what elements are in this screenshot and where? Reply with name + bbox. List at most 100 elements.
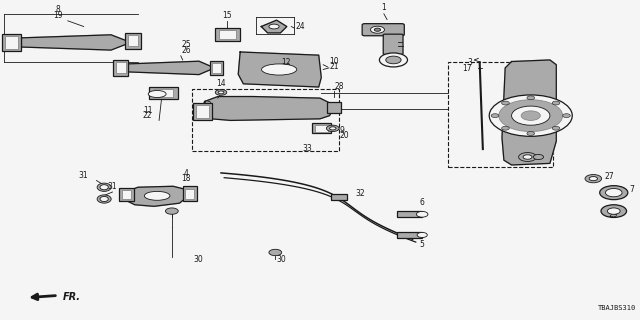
Text: 5: 5	[420, 240, 424, 249]
Text: 28: 28	[335, 82, 344, 91]
Polygon shape	[125, 186, 189, 206]
Text: 30: 30	[194, 255, 204, 264]
Circle shape	[330, 127, 336, 130]
Circle shape	[585, 174, 602, 183]
Circle shape	[326, 125, 339, 132]
Text: 26: 26	[181, 46, 191, 55]
Ellipse shape	[100, 196, 108, 202]
Circle shape	[552, 126, 560, 130]
Text: 8: 8	[56, 5, 61, 14]
Circle shape	[518, 153, 536, 162]
Circle shape	[511, 106, 550, 125]
Circle shape	[589, 177, 598, 181]
FancyBboxPatch shape	[210, 61, 223, 75]
Circle shape	[417, 212, 428, 217]
Polygon shape	[22, 35, 127, 50]
FancyBboxPatch shape	[315, 125, 328, 132]
Circle shape	[533, 155, 543, 160]
FancyBboxPatch shape	[397, 232, 422, 238]
Polygon shape	[238, 52, 321, 87]
Circle shape	[607, 208, 620, 214]
FancyBboxPatch shape	[6, 36, 19, 49]
Polygon shape	[261, 20, 287, 33]
FancyBboxPatch shape	[122, 190, 131, 199]
Circle shape	[386, 56, 401, 64]
Circle shape	[527, 132, 534, 135]
FancyBboxPatch shape	[129, 35, 138, 46]
Ellipse shape	[269, 24, 279, 29]
Circle shape	[491, 114, 499, 117]
Ellipse shape	[148, 91, 166, 98]
Circle shape	[601, 205, 627, 218]
FancyBboxPatch shape	[3, 34, 22, 51]
Polygon shape	[202, 97, 333, 120]
Circle shape	[521, 111, 540, 120]
FancyBboxPatch shape	[215, 28, 239, 41]
FancyBboxPatch shape	[182, 187, 196, 201]
Text: TBAJBS310: TBAJBS310	[598, 305, 636, 311]
Circle shape	[489, 95, 572, 136]
Text: 24: 24	[296, 22, 305, 31]
FancyBboxPatch shape	[331, 194, 347, 200]
FancyBboxPatch shape	[185, 188, 194, 199]
FancyBboxPatch shape	[116, 62, 126, 73]
Circle shape	[502, 101, 509, 105]
Circle shape	[523, 155, 532, 159]
FancyBboxPatch shape	[383, 34, 403, 54]
Text: 32: 32	[355, 189, 365, 198]
Circle shape	[371, 26, 385, 33]
FancyBboxPatch shape	[219, 30, 236, 39]
Circle shape	[527, 96, 534, 100]
Text: 27: 27	[604, 172, 614, 181]
FancyBboxPatch shape	[113, 60, 129, 76]
Text: 31: 31	[108, 182, 117, 191]
Text: 4: 4	[184, 169, 188, 178]
Text: 7: 7	[630, 185, 635, 194]
Circle shape	[218, 91, 224, 94]
Text: 13: 13	[202, 101, 211, 110]
Ellipse shape	[262, 64, 297, 75]
Text: 6: 6	[420, 198, 424, 207]
Text: 14: 14	[216, 79, 226, 88]
Text: 33: 33	[302, 144, 312, 153]
Text: 23: 23	[282, 63, 291, 72]
Text: 1: 1	[381, 3, 386, 12]
Text: 18: 18	[181, 174, 191, 183]
Text: 29: 29	[609, 210, 619, 219]
Circle shape	[269, 249, 282, 256]
Text: 2: 2	[547, 104, 552, 113]
FancyBboxPatch shape	[362, 24, 404, 36]
Circle shape	[499, 100, 563, 132]
Polygon shape	[129, 61, 211, 75]
Text: 11: 11	[143, 106, 152, 115]
Text: 31: 31	[79, 171, 88, 180]
Circle shape	[502, 126, 509, 130]
Text: 10: 10	[330, 57, 339, 66]
FancyBboxPatch shape	[312, 123, 331, 133]
Ellipse shape	[97, 195, 111, 203]
FancyBboxPatch shape	[120, 188, 134, 201]
Text: 16: 16	[547, 108, 556, 117]
Text: 30: 30	[277, 255, 287, 264]
Circle shape	[563, 114, 570, 117]
FancyBboxPatch shape	[193, 103, 212, 120]
Circle shape	[605, 188, 622, 197]
Text: 17: 17	[462, 64, 472, 73]
FancyBboxPatch shape	[125, 33, 141, 49]
Text: 20: 20	[339, 131, 349, 140]
FancyBboxPatch shape	[397, 212, 422, 217]
FancyBboxPatch shape	[212, 63, 221, 73]
Text: 15: 15	[223, 11, 232, 20]
Text: FR.: FR.	[63, 292, 81, 302]
FancyBboxPatch shape	[154, 89, 173, 97]
Text: 19: 19	[53, 11, 63, 20]
Text: 12: 12	[282, 58, 291, 67]
Ellipse shape	[97, 183, 111, 191]
Circle shape	[600, 186, 628, 200]
Circle shape	[374, 28, 381, 31]
Text: 21: 21	[330, 62, 339, 71]
Circle shape	[380, 53, 408, 67]
FancyBboxPatch shape	[327, 102, 341, 113]
Text: 22: 22	[143, 111, 152, 120]
Text: 3: 3	[467, 58, 472, 67]
